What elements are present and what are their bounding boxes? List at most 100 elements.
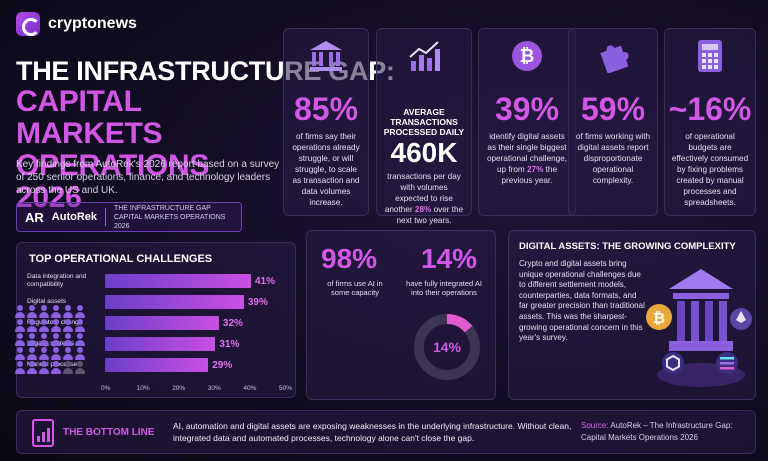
ai-use-value: 98%: [321, 243, 378, 274]
axis-tick-label: 40%: [243, 385, 257, 392]
axis-tick-label: 10%: [136, 385, 150, 392]
person-icon: [14, 347, 26, 360]
chart-up-icon: [409, 41, 440, 71]
bar-value-label: 29%: [212, 359, 233, 371]
stat-card-16: ~16% of operational budgets are effectiv…: [664, 28, 756, 216]
person-icon: [38, 319, 50, 332]
source-text: AutoRek – The Infrastructure Gap: Capita…: [581, 421, 733, 442]
bar: [105, 337, 216, 351]
stat-value: 39%: [494, 91, 560, 127]
bottom-line-text: AI, automation and digital assets are ex…: [173, 421, 572, 443]
ai-integrated-text: have fully integrated AI into their oper…: [406, 279, 482, 297]
bar: [105, 295, 244, 309]
person-icon: [62, 305, 74, 318]
person-icon: [50, 347, 62, 360]
stat-value: 59%: [580, 91, 646, 127]
person-icon: [74, 347, 86, 360]
stat-text: of operational budgets are effectively c…: [671, 132, 749, 207]
person-icon: [14, 319, 26, 332]
donut-fill: [414, 314, 480, 380]
person-icon: [50, 361, 62, 374]
person-icon: [74, 319, 86, 332]
brand-name: cryptonews: [48, 15, 137, 32]
bar-label: Legacy systems: [27, 340, 75, 347]
person-icon: [26, 361, 38, 374]
person-icon: [14, 333, 26, 346]
stat-text: of firms say their operations already st…: [292, 132, 360, 207]
person-icon: [74, 305, 86, 318]
bar-row: Digital assets 39%: [27, 294, 268, 310]
chainlink-coin-icon: [662, 352, 684, 374]
axis-tick-label: 50%: [279, 385, 293, 392]
autorek-tagline: THE INFRASTRUCTURE GAP CAPITAL MARKETS O…: [114, 204, 233, 231]
stat-text-b: over the next two years.: [396, 205, 464, 225]
person-icon: [26, 347, 38, 360]
bar-value-label: 41%: [254, 275, 275, 287]
challenges-chart: TOP OPERATIONAL CHALLENGES Data integrat…: [16, 242, 296, 398]
stat-card-85: 85% of firms say their operations alread…: [283, 28, 369, 216]
donut-label: 14%: [433, 339, 462, 355]
person-icon: [50, 333, 62, 346]
bar-value-label: 32%: [222, 317, 243, 329]
ai-use-text: of firms use AI in some capacity: [327, 279, 383, 297]
bar-value-label: 31%: [219, 338, 240, 350]
integration-donut: 14%: [414, 314, 480, 380]
stat-text-b: the previous year.: [501, 165, 558, 185]
bitcoin-coin-icon: [646, 304, 672, 330]
bottom-line-title: THE BOTTOM LINE: [63, 427, 155, 438]
bar-row: Legacy systems 31%: [27, 336, 239, 352]
bitcoin-icon: ₿: [512, 41, 542, 71]
puzzle-icon: [600, 45, 629, 73]
person-icon: [14, 361, 26, 374]
stat-text: transactions per day with volumes expect…: [383, 171, 465, 226]
axis-tick-label: 0%: [101, 385, 111, 392]
person-icon: [62, 333, 74, 346]
person-icon: [74, 333, 86, 346]
brand[interactable]: cryptonews: [16, 12, 137, 36]
person-icon: [26, 319, 38, 332]
bar: [105, 274, 251, 288]
person-icon: [38, 347, 50, 360]
report-document-icon: [32, 419, 54, 447]
person-icon: [50, 319, 62, 332]
stat-card-460k: AVERAGE TRANSACTIONS PROCESSED DAILY 460…: [376, 28, 472, 225]
person-icon: [38, 361, 50, 374]
bar-label: Digital assets: [27, 298, 67, 305]
person-icon: [38, 333, 50, 346]
source-citation: Source: AutoRek – The Infrastructure Gap…: [581, 420, 751, 444]
crypto-bank-illustration-icon: ₿: [646, 269, 752, 387]
autorek-banner: AR AutoRek THE INFRASTRUCTURE GAP CAPITA…: [16, 202, 242, 232]
bar: [105, 316, 219, 330]
person-icon: [50, 305, 62, 318]
intro-text: Key findings from AutoRek's 2026 report …: [16, 159, 280, 196]
person-icon: [62, 319, 74, 332]
autorek-name: AutoRek: [51, 211, 98, 223]
bar-label: Data integration and compatibility: [27, 273, 87, 288]
divider: [105, 208, 106, 226]
stat-card-39: ₿ 39% identify digital assets as their s…: [478, 28, 576, 216]
stat-heading: AVERAGE TRANSACTIONS PROCESSED DAILY: [383, 107, 465, 137]
stat-value: ~16%: [668, 91, 752, 127]
person-icon: [26, 305, 38, 318]
bottom-line-panel: THE BOTTOM LINE AI, automation and digit…: [16, 410, 756, 454]
calculator-icon: [698, 40, 722, 72]
person-icon: [62, 347, 74, 360]
svg-text:₿: ₿: [520, 46, 535, 67]
axis-tick-label: 20%: [172, 385, 186, 392]
axis-tick-label: 30%: [207, 385, 221, 392]
bar-row: Data integration and compatibility 41%: [27, 273, 275, 289]
svg-text:₿: ₿: [653, 309, 665, 327]
autorek-tag-line1: THE INFRASTRUCTURE GAP: [113, 204, 211, 212]
digital-assets-title: DIGITAL ASSETS: THE GROWING COMPLEXITY: [519, 241, 736, 252]
stat-card-59: 59% of firms working with digital assets…: [568, 28, 658, 216]
stat-text: of firms working with digital assets rep…: [575, 132, 651, 185]
stat-text-a: transactions per day with volumes expect…: [384, 172, 461, 214]
source-label: Source:: [581, 421, 609, 430]
stat-value: 460K: [390, 137, 458, 168]
cryptonews-logo-icon: [16, 12, 40, 36]
ai-integrated-value: 14%: [421, 243, 478, 274]
bar: [105, 358, 209, 372]
person-icon: [62, 361, 74, 374]
stat-highlight: 28%: [414, 205, 432, 214]
digital-assets-text: Crypto and digital assets bring unique o…: [519, 259, 645, 343]
